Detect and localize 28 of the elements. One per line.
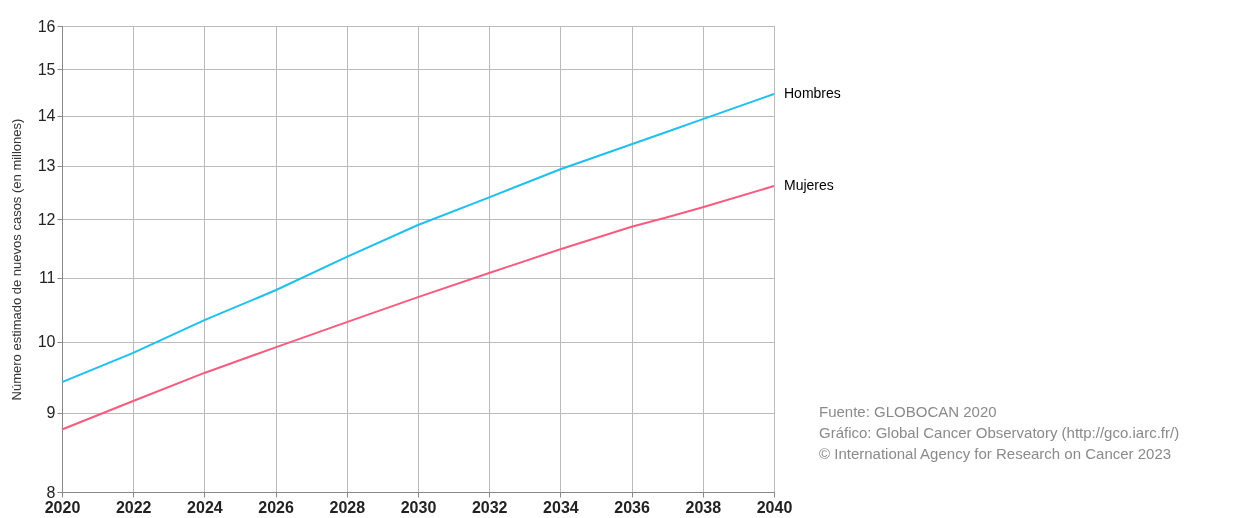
y-tick-label: 13: [37, 157, 56, 175]
x-tick-label: 2040: [756, 498, 793, 516]
text: © International Agency for Research on Cancer 2023: [819, 445, 1172, 462]
y-axis-title: Número estimado de nuevos casos (en millones): [8, 118, 24, 401]
y-tick-label: 8: [46, 483, 56, 501]
series-label: Mujeres: [784, 177, 834, 194]
y-tick-label: 15: [37, 60, 56, 78]
y-tick-label: 12: [37, 210, 56, 228]
x-tick-label: 2038: [685, 498, 722, 516]
x-tick-label: 2024: [187, 498, 223, 516]
x-tick-label: 2022: [115, 498, 152, 516]
x-tick-label: 2032: [471, 498, 508, 516]
source-note: Fuente: GLOBOCAN 2020: [819, 403, 997, 420]
x-tick-label: 2030: [400, 498, 437, 516]
y-tick-label: 11: [38, 269, 56, 287]
y-tick-label: 9: [46, 404, 56, 422]
line-series: [61, 185, 775, 431]
y-tick-label: 14: [37, 107, 56, 125]
x-tick-label: 2020: [44, 498, 81, 516]
x-tick-label: 2034: [543, 498, 579, 516]
y-tick-label: 16: [37, 17, 56, 35]
x-tick-label: 2036: [614, 498, 650, 516]
x-tick-label: 2028: [329, 498, 366, 516]
x-tick-label: 2026: [258, 498, 294, 516]
y-tick-label: 10: [37, 333, 56, 351]
line-series: [61, 93, 775, 384]
text: Gráfico: Global Cancer Observatory (http://gco.iarc.fr/): [819, 424, 1180, 441]
series-label: Hombres: [784, 85, 841, 102]
